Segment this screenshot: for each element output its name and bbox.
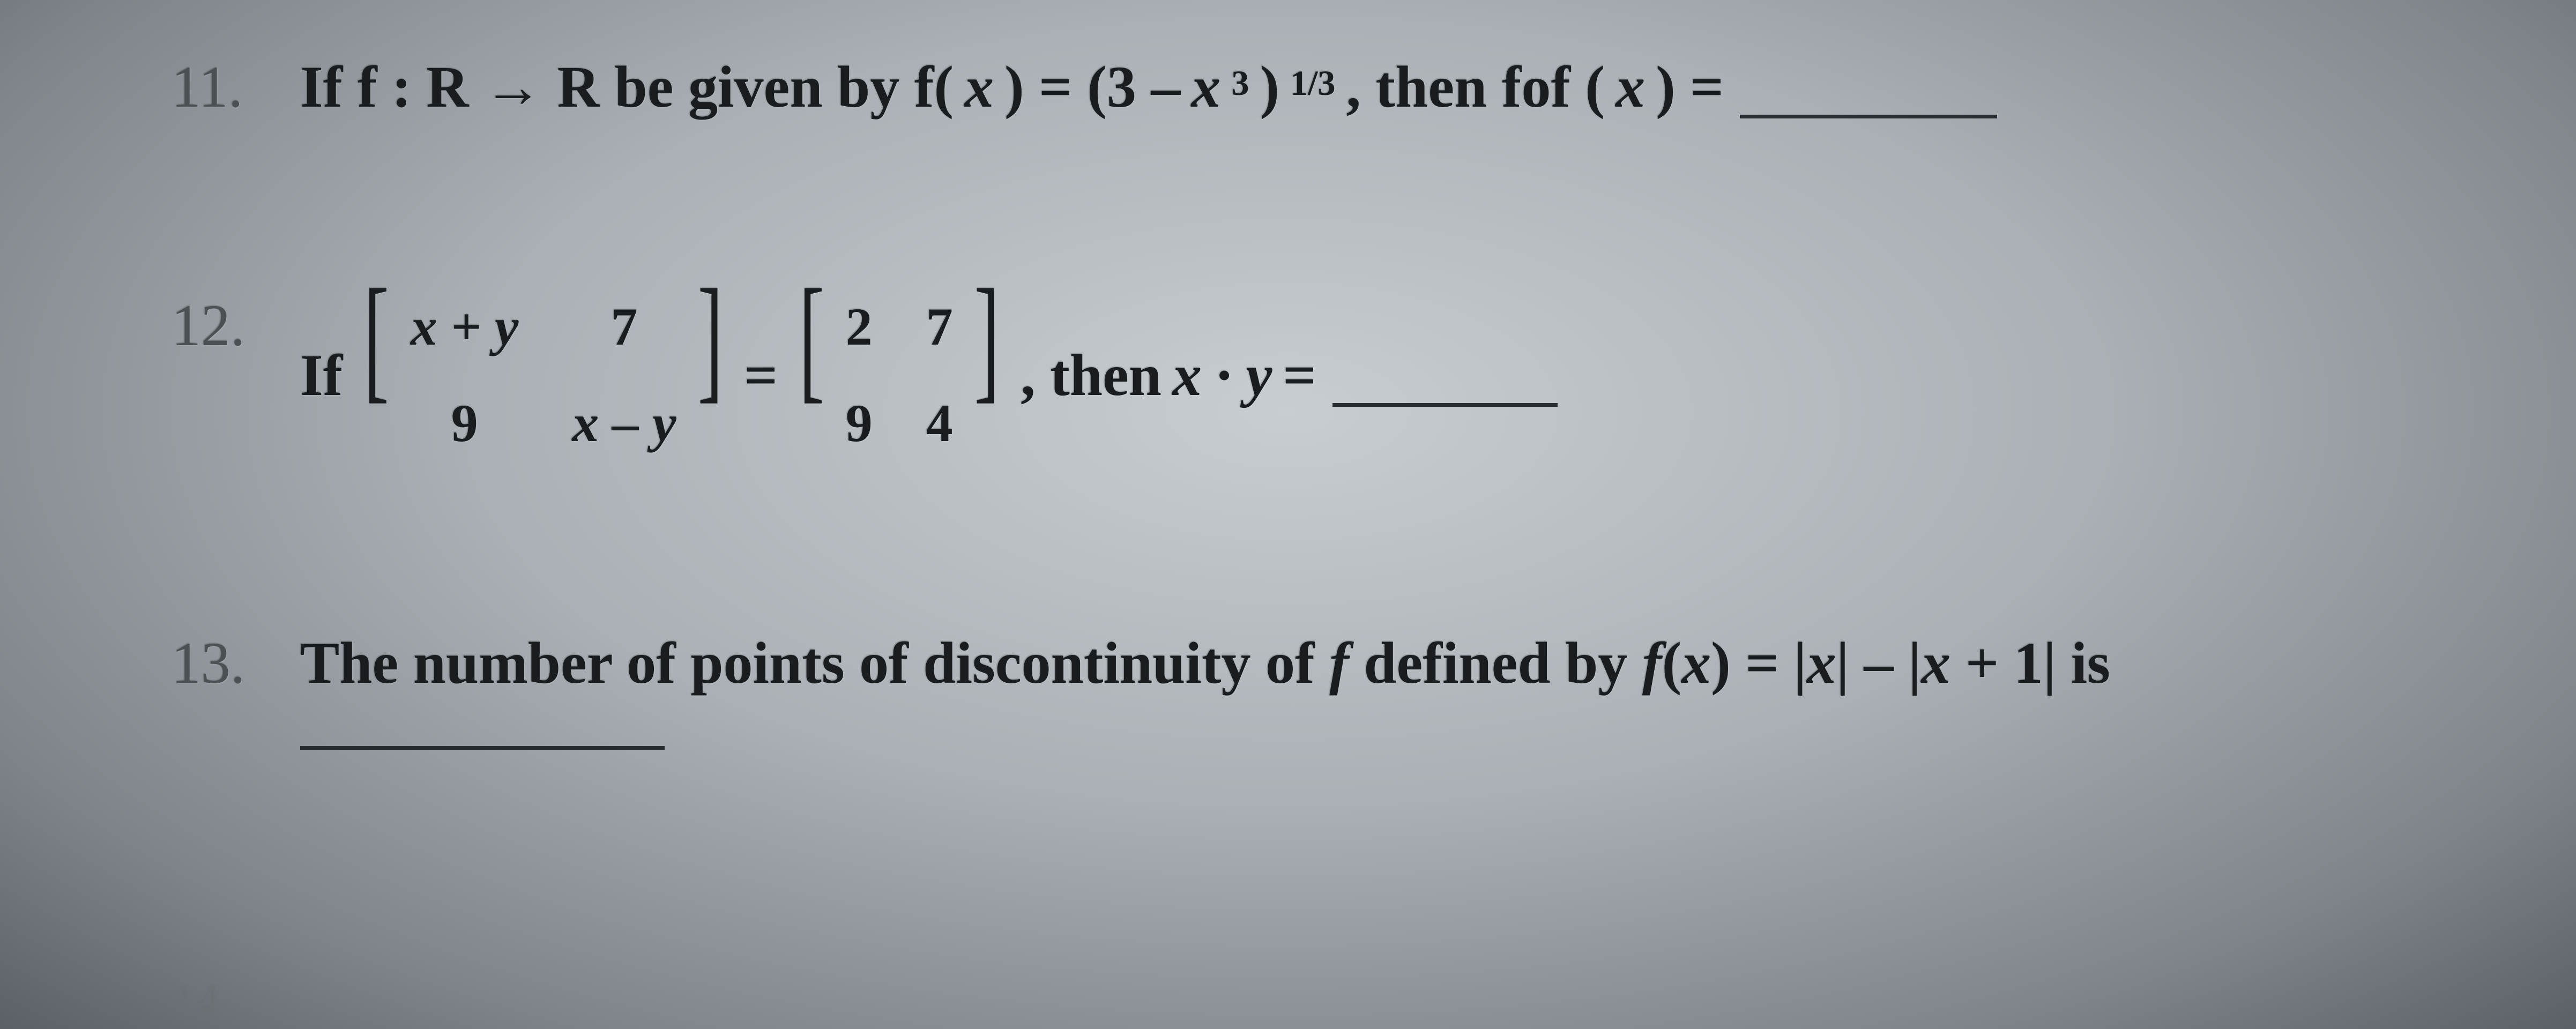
text: If (300, 331, 343, 420)
matrix-cell: 4 (926, 383, 953, 464)
var-x: x (964, 43, 994, 131)
matrix-cell: x – y (572, 383, 676, 464)
matrix-cell: 9 (846, 383, 873, 464)
text: The number of points of discontinuity of (300, 630, 1329, 696)
text: ) = (1656, 43, 1724, 131)
var-x: x (1192, 43, 1221, 131)
var-x: x (1807, 630, 1836, 696)
text: + 1| is (1950, 630, 2110, 696)
problem-13: 13. The number of points of discontinuit… (172, 619, 2469, 750)
matrix-cell: 9 (411, 383, 518, 464)
text: | – | (1836, 630, 1921, 696)
matrix-left: [ x + y 7 9 x – y ] (353, 281, 733, 469)
problem-12: 12. If [ x + y 7 9 x – y ] = [ (172, 281, 2469, 469)
var-x: x (1681, 630, 1711, 696)
problem-number: 13. (172, 619, 300, 707)
equals: = (744, 331, 778, 420)
text: defined by (1364, 630, 1642, 696)
answer-blank (1740, 56, 1997, 118)
cutoff-number: 14 (172, 974, 220, 1029)
text: ) = | (1711, 630, 1807, 696)
exponent: 1/3 (1290, 57, 1335, 110)
problem-body: If f : R → R be given by f( x ) = (3 – x… (300, 43, 2469, 131)
problem-body: The number of points of discontinuity of… (300, 619, 2469, 750)
text: ( (1662, 630, 1682, 696)
text: = (1283, 331, 1316, 420)
expression: x · y (1172, 331, 1272, 420)
problem-number: 11. (172, 43, 300, 131)
var-x: x (1615, 43, 1645, 131)
matrix-cell: 7 (926, 287, 953, 367)
exponent: 3 (1232, 57, 1249, 110)
var-f: f (1642, 630, 1662, 696)
matrix-cell: 7 (572, 287, 676, 367)
var-x: x (1921, 630, 1950, 696)
answer-blank (300, 740, 665, 750)
bracket-right: ] (697, 281, 723, 469)
matrix-cell: 2 (846, 287, 873, 367)
bracket-left: [ (799, 281, 825, 469)
matrix-equation: [ x + y 7 9 x – y ] = [ 2 7 9 (353, 281, 1010, 469)
answer-blank (1332, 344, 1558, 407)
text: ) (1260, 43, 1280, 131)
var-f: f (1329, 630, 1349, 696)
matrix-grid: x + y 7 9 x – y (400, 281, 687, 469)
text: ) = (3 – (1004, 43, 1180, 131)
matrix-right: [ 2 7 9 4 ] (788, 281, 1010, 469)
problem-body: If [ x + y 7 9 x – y ] = [ 2 (300, 281, 2469, 469)
matrix-cell: x + y (411, 287, 518, 367)
text: , then fof ( (1346, 43, 1605, 131)
text: , then (1021, 331, 1162, 420)
problem-11: 11. If f : R → R be given by f( x ) = (3… (172, 43, 2469, 131)
bracket-left: [ (364, 281, 390, 469)
problem-number: 12. (172, 281, 300, 370)
exam-page: 11. If f : R → R be given by f( x ) = (3… (0, 0, 2576, 825)
bracket-right: ] (974, 281, 1000, 469)
matrix-grid: 2 7 9 4 (835, 281, 964, 469)
text: If f : R → R be given by f( (300, 43, 954, 131)
